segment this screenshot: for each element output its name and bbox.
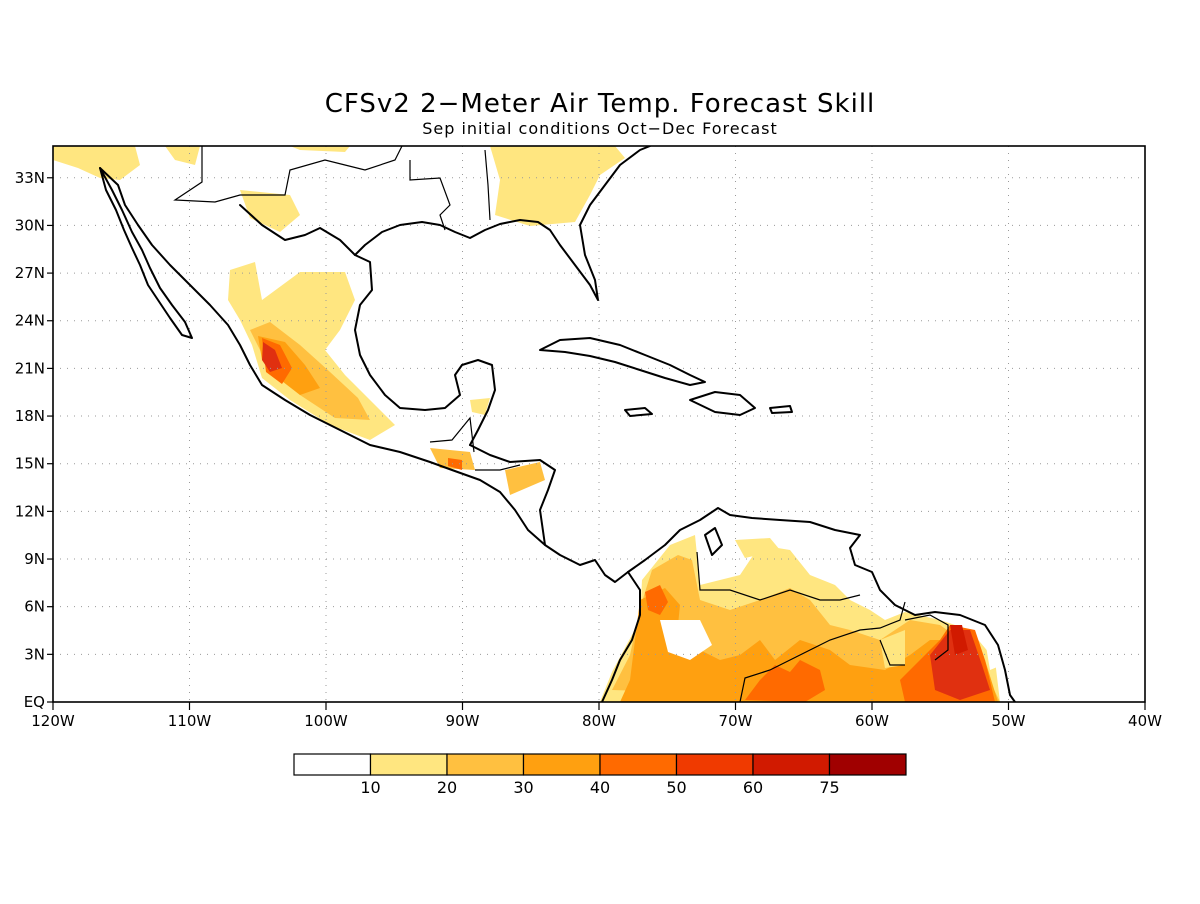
colorbar-label: 20: [437, 778, 457, 797]
colorbar-swatch: [293, 753, 372, 776]
y-tick-label: 15N: [15, 455, 45, 473]
skill-shading: [53, 146, 1002, 702]
y-tick-label: 3N: [24, 645, 45, 663]
x-tick-label: 40W: [1128, 712, 1162, 730]
y-tick-label: 21N: [15, 359, 45, 377]
y-tick-label: 9N: [24, 550, 45, 568]
colorbar-label: 50: [666, 778, 686, 797]
map-graticule: [53, 146, 1145, 702]
colorbar-swatch: [675, 753, 754, 776]
colorbar-label: 30: [513, 778, 533, 797]
country-borders: [173, 146, 949, 702]
y-tick-label: 33N: [15, 169, 45, 187]
x-tick-label: 50W: [992, 712, 1026, 730]
map-title: CFSv2 2−Meter Air Temp. Forecast Skill: [325, 89, 876, 119]
colorbar-swatch: [828, 753, 907, 776]
map-area: [53, 146, 1145, 702]
y-tick-label: 12N: [15, 502, 45, 520]
x-tick-label: 100W: [304, 712, 348, 730]
colorbar-label: 10: [360, 778, 380, 797]
map-subtitle: Sep initial conditions Oct−Dec Forecast: [422, 119, 778, 138]
colorbar-swatch: [522, 753, 601, 776]
colorbar-label: 40: [590, 778, 610, 797]
colorbar-swatch: [446, 753, 525, 776]
x-tick-label: 60W: [855, 712, 889, 730]
coastlines: [99, 146, 1016, 702]
y-tick-label: 24N: [15, 312, 45, 330]
colorbar-swatch: [369, 753, 448, 776]
x-tick-label: 120W: [31, 712, 75, 730]
colorbar: 10 20 30 40 50 60 75: [293, 753, 907, 797]
x-tick-label: 110W: [168, 712, 212, 730]
colorbar-label: 75: [819, 778, 839, 797]
y-tick-label: 18N: [15, 407, 45, 425]
x-tick-label: 70W: [719, 712, 753, 730]
colorbar-label: 60: [743, 778, 763, 797]
y-tick-label: 30N: [15, 216, 45, 234]
x-tick-label: 80W: [582, 712, 616, 730]
x-tick-label: 90W: [446, 712, 480, 730]
y-tick-label: EQ: [24, 693, 45, 711]
y-tick-label: 6N: [24, 598, 45, 616]
colorbar-swatch: [752, 753, 831, 776]
y-tick-label: 27N: [15, 264, 45, 282]
colorbar-swatch: [599, 753, 678, 776]
map-axes: 120W 110W 100W 90W 80W 70W 60W 50W 40W EQ 3N 6N 9N 12…: [15, 169, 1162, 730]
map-frame: [52, 145, 1146, 703]
